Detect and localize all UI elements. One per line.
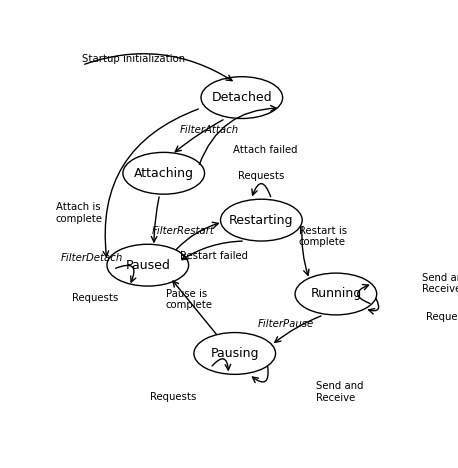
Text: Send and
Receive: Send and Receive: [316, 381, 364, 403]
Text: FilterPause: FilterPause: [258, 319, 314, 329]
Ellipse shape: [220, 199, 302, 241]
Text: Running: Running: [310, 287, 361, 300]
Text: Startup initialization: Startup initialization: [82, 54, 185, 64]
Ellipse shape: [295, 273, 376, 315]
Ellipse shape: [201, 77, 283, 118]
Text: Requests: Requests: [238, 171, 284, 181]
Text: Requests: Requests: [150, 392, 196, 402]
Ellipse shape: [123, 153, 205, 194]
Text: Pausing: Pausing: [211, 347, 259, 360]
Text: Attaching: Attaching: [134, 167, 194, 180]
Text: Restarting: Restarting: [229, 213, 294, 227]
Text: Requests: Requests: [72, 292, 119, 303]
Text: Restart failed: Restart failed: [180, 251, 248, 261]
Text: Restart is
complete: Restart is complete: [299, 226, 347, 247]
Text: Attach failed: Attach failed: [233, 145, 297, 155]
Ellipse shape: [107, 244, 189, 286]
Text: Send and
Receive: Send and Receive: [422, 273, 458, 294]
Text: Detached: Detached: [212, 91, 272, 104]
Text: FilterDetach: FilterDetach: [61, 253, 123, 263]
Text: Attach is
complete: Attach is complete: [55, 202, 102, 224]
Text: FilterRestart: FilterRestart: [151, 226, 214, 236]
Text: FilterAttach: FilterAttach: [180, 125, 239, 135]
Text: Paused: Paused: [125, 259, 170, 271]
Text: Requests: Requests: [425, 312, 458, 322]
Ellipse shape: [194, 333, 276, 374]
Text: Pause is
complete: Pause is complete: [165, 289, 213, 310]
